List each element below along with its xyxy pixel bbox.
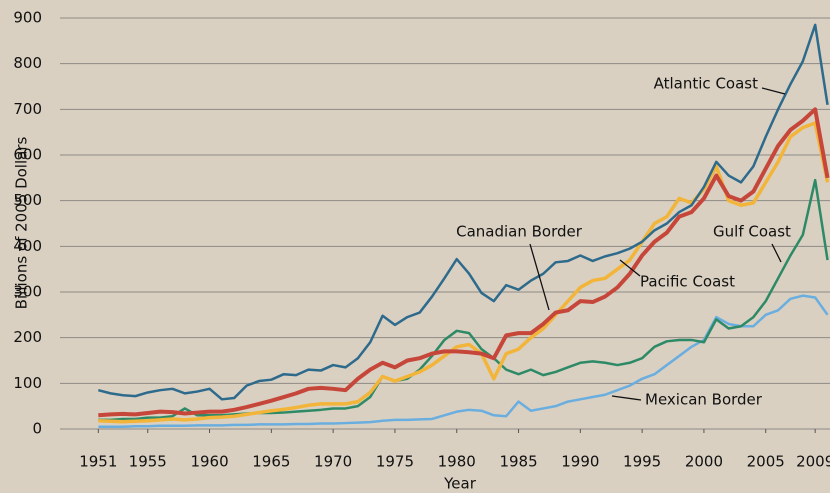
leader-line — [771, 243, 782, 263]
x-tick-label: 2009 — [796, 453, 830, 471]
leader-line — [619, 259, 641, 277]
x-tick-label: 2000 — [685, 453, 723, 471]
y-tick-label: 100 — [13, 374, 42, 392]
y-tick-label: 700 — [13, 100, 42, 118]
y-tick-label: 600 — [13, 146, 42, 164]
y-tick-label: 200 — [13, 328, 42, 346]
y-tick-label: 0 — [32, 420, 42, 438]
x-tick-label: 1990 — [561, 453, 599, 471]
series-label: Pacific Coast — [640, 273, 735, 291]
x-tick-label: 1995 — [623, 453, 661, 471]
series-label: Canadian Border — [456, 223, 583, 241]
y-tick-label: 900 — [13, 9, 42, 27]
series-label: Atlantic Coast — [654, 75, 758, 93]
leader-line — [529, 243, 550, 311]
x-tick-label: 1970 — [314, 453, 352, 471]
y-tick-label: 800 — [13, 54, 42, 72]
y-tick-label: 300 — [13, 283, 42, 301]
series-line — [98, 23, 829, 401]
series-line — [98, 178, 829, 422]
x-tick-label: 1975 — [376, 453, 414, 471]
x-tick-label: 1955 — [129, 453, 167, 471]
y-tick-label: 400 — [13, 237, 42, 255]
y-axis-label: Billions of 2005 Dollars — [13, 137, 31, 310]
x-tick-label: 1985 — [499, 453, 537, 471]
x-tick-label: 1960 — [190, 453, 228, 471]
y-tick-label: 500 — [13, 191, 42, 209]
x-axis-label: Year — [443, 475, 477, 493]
series-label: Gulf Coast — [713, 223, 791, 241]
series-label: Mexican Border — [645, 391, 763, 409]
x-tick-label: 2005 — [747, 453, 785, 471]
leader-line — [611, 395, 642, 401]
leader-line — [761, 87, 786, 95]
series-line — [98, 107, 830, 418]
x-tick-label: 1951 — [79, 453, 117, 471]
x-tick-label: 1965 — [252, 453, 290, 471]
x-tick-label: 1980 — [438, 453, 476, 471]
